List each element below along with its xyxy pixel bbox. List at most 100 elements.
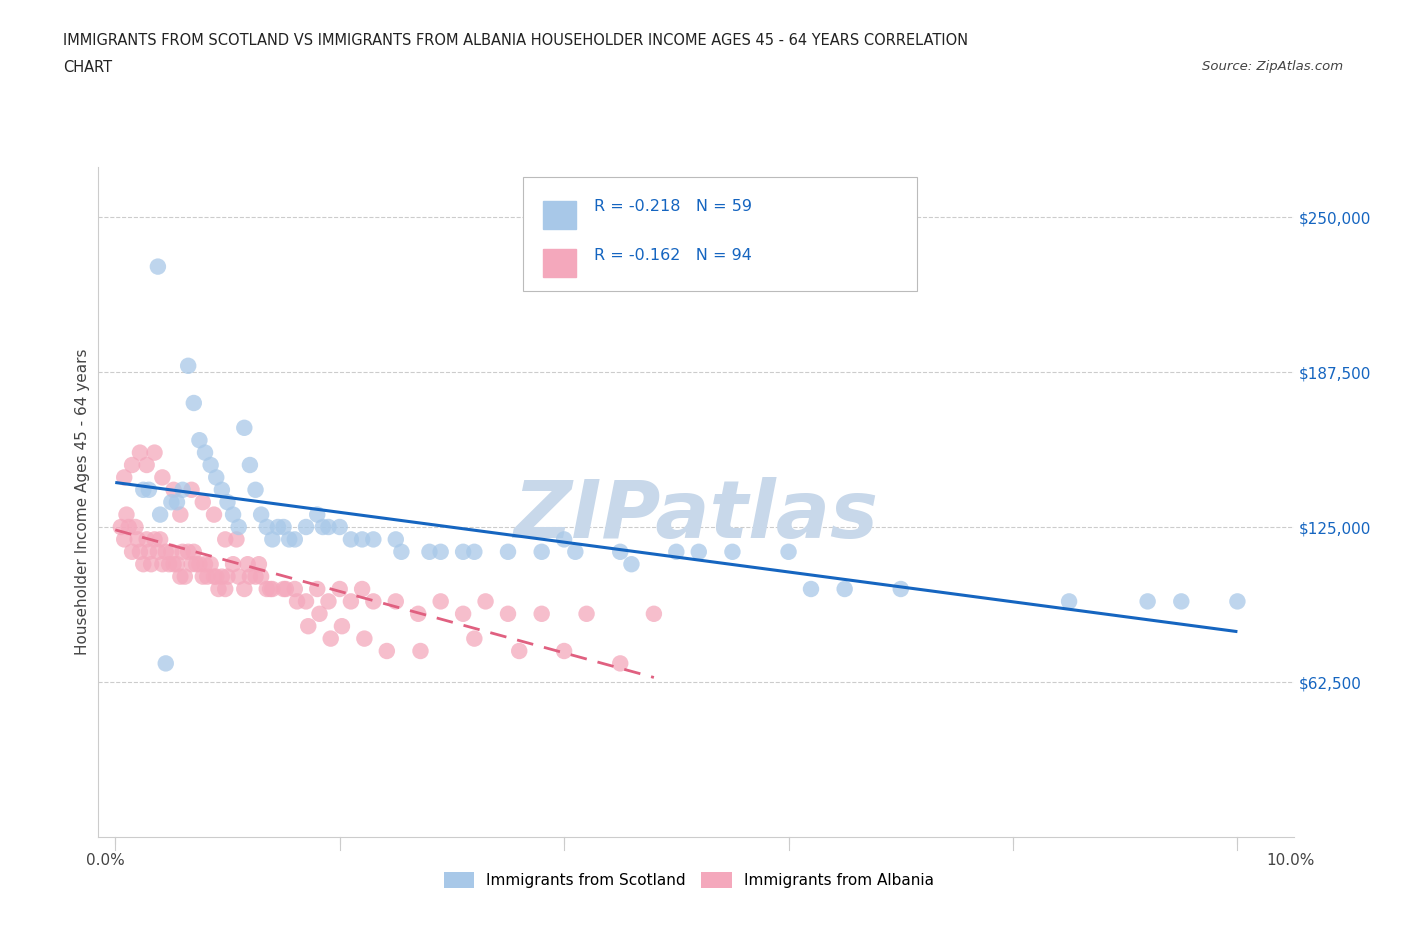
Point: [352, 532, 374, 547]
Point: [169, 569, 191, 584]
Point: [262, 532, 284, 547]
Point: [530, 544, 553, 559]
Point: [228, 520, 250, 535]
Point: [205, 569, 228, 584]
Point: [121, 458, 143, 472]
Point: [665, 544, 688, 559]
Point: [202, 507, 225, 522]
Point: [188, 432, 211, 447]
Point: [295, 594, 318, 609]
Point: [191, 569, 214, 584]
Point: [295, 520, 318, 535]
Point: [191, 495, 214, 510]
Point: [146, 544, 169, 559]
Point: [177, 358, 200, 373]
Point: [418, 544, 440, 559]
Text: 0.0%: 0.0%: [86, 853, 125, 868]
Point: [353, 631, 375, 646]
Point: [1136, 594, 1159, 609]
Point: [267, 520, 290, 535]
FancyBboxPatch shape: [523, 178, 917, 291]
Point: [180, 483, 202, 498]
Point: [463, 631, 485, 646]
Point: [564, 544, 586, 559]
Point: [157, 557, 180, 572]
Point: [256, 581, 278, 596]
Point: [273, 520, 295, 535]
Point: [127, 532, 149, 547]
Point: [162, 483, 184, 498]
Point: [162, 557, 184, 572]
Point: [250, 569, 273, 584]
Point: [340, 594, 363, 609]
Point: [217, 495, 239, 510]
Point: [406, 606, 429, 621]
Point: [1170, 594, 1192, 609]
Point: [121, 544, 143, 559]
Point: [352, 581, 374, 596]
Text: R = -0.218   N = 59: R = -0.218 N = 59: [595, 199, 752, 214]
Text: ZIPatlas: ZIPatlas: [513, 476, 879, 554]
Bar: [543, 249, 576, 277]
Point: [496, 606, 519, 621]
Point: [329, 581, 352, 596]
Point: [508, 644, 530, 658]
Point: [180, 557, 202, 572]
Point: [211, 483, 233, 498]
Point: [138, 483, 160, 498]
Point: [245, 483, 267, 498]
Point: [319, 631, 342, 646]
Point: [239, 569, 262, 584]
Point: [688, 544, 710, 559]
Point: [409, 644, 432, 658]
Y-axis label: Householder Income Ages 45 - 64 years: Householder Income Ages 45 - 64 years: [75, 349, 90, 656]
Point: [214, 532, 236, 547]
Point: [259, 581, 281, 596]
Point: [385, 594, 408, 609]
Point: [222, 507, 245, 522]
Point: [429, 594, 451, 609]
Point: [188, 557, 211, 572]
Point: [141, 557, 163, 572]
Point: [245, 569, 267, 584]
Point: [451, 606, 474, 621]
Point: [284, 532, 307, 547]
Point: [143, 445, 166, 460]
Point: [363, 594, 385, 609]
Text: IMMIGRANTS FROM SCOTLAND VS IMMIGRANTS FROM ALBANIA HOUSEHOLDER INCOME AGES 45 -: IMMIGRANTS FROM SCOTLAND VS IMMIGRANTS F…: [63, 33, 969, 47]
Point: [202, 569, 225, 584]
Point: [160, 544, 183, 559]
Point: [274, 581, 297, 596]
Point: [312, 520, 335, 535]
Point: [129, 445, 152, 460]
Point: [112, 470, 135, 485]
Point: [150, 557, 173, 572]
Point: [200, 458, 222, 472]
Point: [112, 532, 135, 547]
Point: [118, 520, 141, 535]
Point: [205, 470, 228, 485]
Point: [149, 532, 172, 547]
Point: [363, 532, 385, 547]
Point: [278, 532, 301, 547]
Point: [124, 520, 146, 535]
Point: [834, 581, 856, 596]
Point: [129, 544, 152, 559]
Point: [173, 569, 195, 584]
Point: [800, 581, 823, 596]
Legend: Immigrants from Scotland, Immigrants from Albania: Immigrants from Scotland, Immigrants fro…: [437, 866, 941, 895]
Point: [166, 557, 188, 572]
Point: [553, 644, 575, 658]
Point: [620, 557, 643, 572]
Point: [160, 495, 183, 510]
Point: [169, 507, 191, 522]
Point: [143, 532, 166, 547]
Point: [575, 606, 598, 621]
Point: [225, 532, 247, 547]
Point: [273, 581, 295, 596]
Point: [256, 520, 278, 535]
Point: [239, 458, 262, 472]
Point: [496, 544, 519, 559]
Point: [236, 557, 259, 572]
Point: [643, 606, 665, 621]
